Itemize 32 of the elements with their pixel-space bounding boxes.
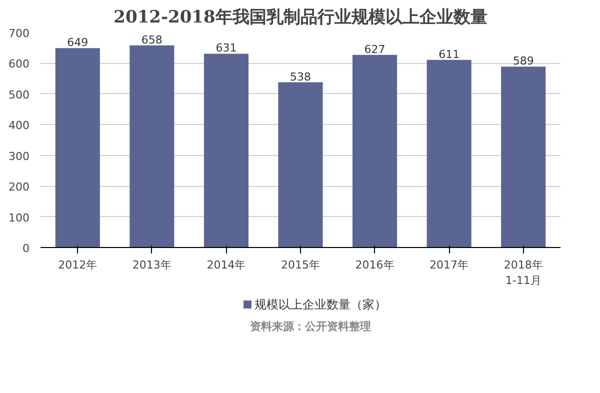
chart-title: 2012-2018年我国乳制品行业规模以上企业数量 — [114, 8, 488, 28]
data-label: 589 — [512, 54, 534, 68]
x-tick-label: 2018年 1-11月 — [504, 258, 543, 288]
x-tick-label: 2012年 — [58, 258, 98, 272]
x-tick-label: 2015年 — [281, 258, 320, 272]
data-label: 658 — [141, 33, 162, 46]
bar — [55, 48, 100, 248]
bar — [501, 66, 546, 248]
bar — [278, 82, 323, 248]
bar — [130, 45, 174, 248]
text: 资料来源：公开资料整理 — [250, 320, 371, 333]
y-tick-label: 100 — [8, 211, 30, 224]
bar — [426, 60, 472, 248]
y-tick-label: 200 — [8, 180, 30, 194]
x-tick-label: 2014年 — [206, 258, 246, 272]
y-tick-label: 500 — [8, 88, 30, 102]
data-label: 611 — [438, 48, 460, 61]
y-tick-label: 600 — [8, 58, 30, 71]
y-tick-label: 300 — [8, 150, 30, 163]
legend-label: 规模以上企业数量（家） — [254, 298, 387, 312]
data-label: 631 — [216, 42, 237, 55]
x-tick-label: 2017年 — [430, 258, 469, 272]
bar — [204, 54, 248, 248]
y-tick-label: 400 — [8, 119, 30, 132]
data-label: 538 — [290, 70, 311, 84]
y-tick-label: 700 — [8, 27, 30, 40]
data-label: 627 — [364, 42, 386, 56]
data-label: 649 — [67, 36, 88, 50]
x-tick-label: 2016年 — [355, 258, 394, 272]
x-tick-label: 2013年 — [132, 258, 172, 272]
y-tick-label: 0 — [22, 242, 30, 255]
bar — [352, 54, 398, 248]
